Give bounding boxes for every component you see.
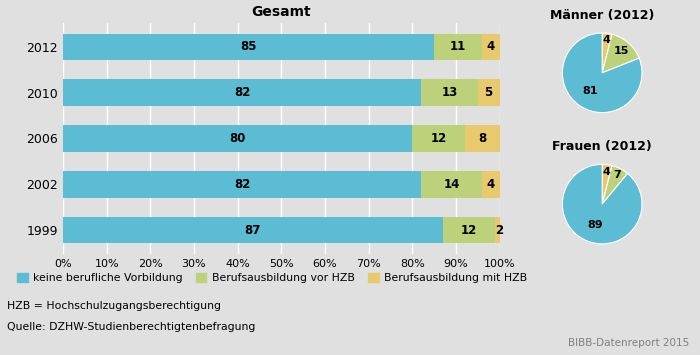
Bar [465,125,500,152]
Text: 4: 4 [602,36,610,45]
Wedge shape [602,34,639,73]
Text: 82: 82 [234,86,250,99]
Text: 4: 4 [486,178,495,191]
Text: 7: 7 [613,170,621,180]
Text: 87: 87 [245,224,261,236]
Bar [421,80,478,106]
Text: 80: 80 [230,132,246,145]
Text: 8: 8 [478,132,486,145]
Bar [63,34,434,60]
Bar [63,80,421,106]
Bar [63,125,412,152]
Text: HZB = Hochschulzugangsberechtigung: HZB = Hochschulzugangsberechtigung [7,301,221,311]
Wedge shape [562,33,642,113]
Wedge shape [602,164,612,204]
Bar [421,171,482,197]
Wedge shape [562,164,642,244]
Wedge shape [602,33,612,73]
Text: 89: 89 [587,220,603,230]
Text: 14: 14 [443,178,460,191]
Title: Männer (2012): Männer (2012) [550,9,654,22]
Text: 12: 12 [461,224,477,236]
Title: Frauen (2012): Frauen (2012) [552,140,652,153]
Bar [63,217,443,243]
Bar [412,125,465,152]
Bar [443,217,495,243]
Bar [434,34,482,60]
Text: 11: 11 [450,40,466,53]
Text: 4: 4 [486,40,495,53]
Bar [495,217,504,243]
Text: 15: 15 [613,46,629,56]
Bar [478,80,500,106]
Text: 82: 82 [234,178,250,191]
Title: Gesamt: Gesamt [251,5,311,19]
Text: Quelle: DZHW-Studienberechtigtenbefragung: Quelle: DZHW-Studienberechtigtenbefragun… [7,322,256,332]
Bar [63,171,421,197]
Wedge shape [602,165,627,204]
Text: 13: 13 [441,86,458,99]
Text: BIBB-Datenreport 2015: BIBB-Datenreport 2015 [568,338,690,348]
Bar [482,34,500,60]
Text: 5: 5 [484,86,493,99]
Text: 85: 85 [240,40,257,53]
Text: 81: 81 [582,86,598,96]
Text: 4: 4 [602,167,610,177]
Text: 12: 12 [430,132,447,145]
Bar [482,171,500,197]
Text: 2: 2 [496,224,503,236]
Legend: keine berufliche Vorbildung, Berufsausbildung vor HZB, Berufsausbildung mit HZB: keine berufliche Vorbildung, Berufsausbi… [13,269,531,288]
